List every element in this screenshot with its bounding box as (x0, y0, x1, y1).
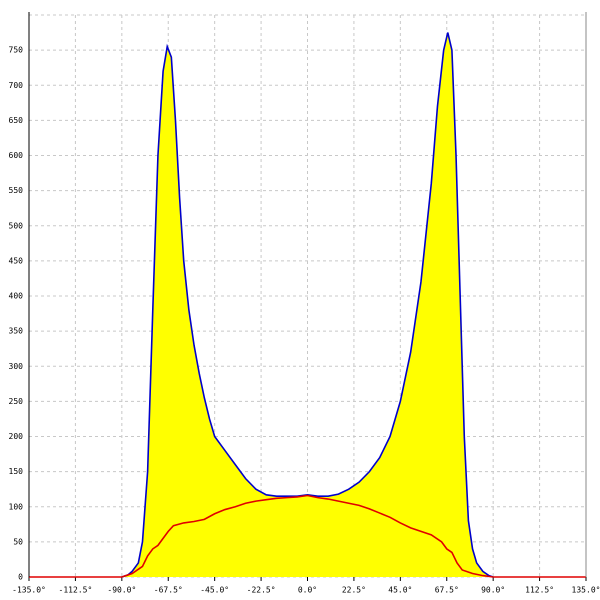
x-tick-label: 45.0° (388, 586, 412, 595)
y-tick-label: 400 (9, 292, 24, 301)
x-tick-label: 67.5° (435, 586, 459, 595)
x-tick-label: 90.0° (481, 586, 505, 595)
y-tick-label: 250 (9, 397, 24, 406)
x-tick-label: -45.0° (200, 586, 229, 595)
y-tick-label: 100 (9, 502, 24, 511)
y-tick-label: 300 (9, 362, 24, 371)
x-tick-label: -22.5° (247, 586, 276, 595)
y-tick-label: 700 (9, 81, 24, 90)
x-tick-label: 135.0° (572, 586, 600, 595)
x-tick-label: 0.0° (298, 586, 317, 595)
y-tick-label: 350 (9, 327, 24, 336)
y-tick-label: 200 (9, 432, 24, 441)
y-tick-label: 450 (9, 256, 24, 265)
area-fill (121, 32, 494, 578)
x-tick-label: -112.5° (59, 586, 93, 595)
series-line (29, 494, 586, 578)
y-tick-label: 150 (9, 467, 24, 476)
x-tick-label: -135.0° (12, 586, 46, 595)
y-tick-label: 750 (9, 46, 24, 55)
y-tick-label: 50 (13, 537, 23, 546)
x-tick-label: -90.0° (107, 586, 136, 595)
x-tick-label: 22.5° (342, 586, 366, 595)
y-tick-label: 500 (9, 221, 24, 230)
y-tick-label: 550 (9, 186, 24, 195)
y-tick-label: 600 (9, 151, 24, 160)
series-line (121, 32, 494, 578)
y-tick-label: 650 (9, 116, 24, 125)
x-tick-label: -67.5° (154, 586, 183, 595)
x-tick-label: 112.5° (525, 586, 554, 595)
y-tick-label: 0 (18, 573, 23, 582)
